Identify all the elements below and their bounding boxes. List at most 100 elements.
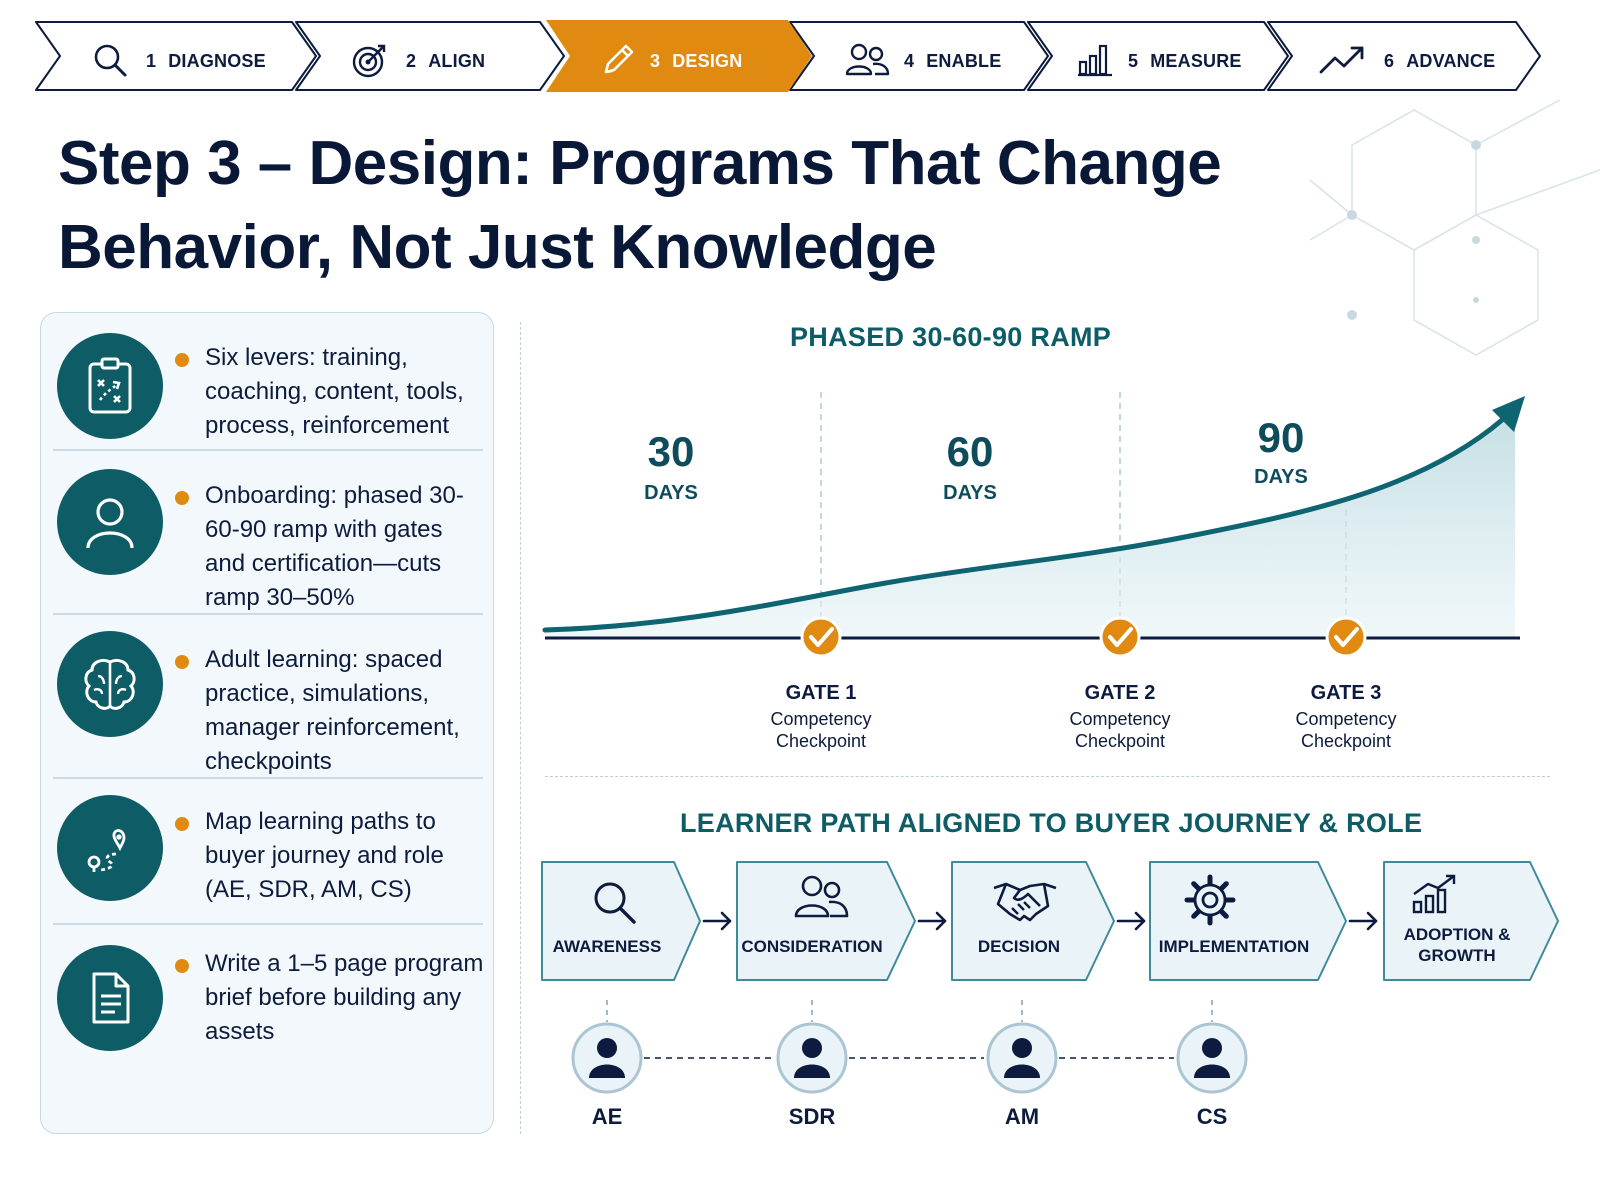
step-2-number: 2: [406, 51, 417, 71]
lever-text: Adult learning: spaced practice, simulat…: [205, 646, 460, 775]
lever-item: Six levers: training, coaching, content,…: [53, 323, 483, 463]
role-label-ae: AE: [591, 1104, 623, 1129]
stage-arrow: [1116, 911, 1146, 931]
document-icon: [92, 972, 130, 1024]
phase-90-number: 90: [1257, 414, 1305, 461]
lever-item: Write a 1–5 page program brief before bu…: [53, 933, 483, 1103]
step-4-number: 4: [904, 51, 915, 71]
trend-up-icon: [1319, 46, 1364, 74]
learner-path-title: LEARNER PATH ALIGNED TO BUYER JOURNEY & …: [680, 808, 1423, 838]
step-chevron-3: [546, 20, 812, 92]
bar-chart-icon: [1078, 44, 1112, 77]
gate-1-line-1: Competency: [770, 709, 872, 729]
route-map-icon: [87, 829, 126, 872]
ramp-curve: [542, 417, 1505, 633]
stage-arrow: [917, 911, 947, 931]
role-avatar-sdr: [776, 1022, 848, 1094]
role-avatar-am: [986, 1022, 1058, 1094]
step-progress-bar: 1 DIAGNOSE 2 ALIGN 3 DESIGN 4 ENABLE 5 MEASUR…: [0, 0, 1600, 110]
stage-label-decision-line-1: DECISION: [977, 937, 1061, 956]
ramp-chart: [542, 392, 1525, 658]
gate-2-subtitle: Competency Checkpoint: [1040, 708, 1200, 752]
stage-arrow: [1348, 911, 1378, 931]
step-chevrons: [35, 20, 1541, 92]
step-chevron-2: [295, 21, 565, 91]
role-label-am: AM: [1004, 1104, 1040, 1129]
lever-divider: [53, 449, 483, 451]
gate-2-title: GATE 2: [1084, 682, 1156, 704]
stage-chevron-awareness: [541, 861, 701, 981]
stage-label-consideration-line-1: CONSIDERATION: [741, 937, 883, 956]
search-icon: [594, 882, 636, 924]
handshake-icon: [993, 882, 1057, 922]
gate-3-subtitle: Competency Checkpoint: [1266, 708, 1426, 752]
page-title: Step 3 – Design: Programs That Change Be…: [58, 122, 1308, 290]
step-5-number: 5: [1128, 51, 1139, 71]
target-icon: [352, 44, 386, 78]
lever-item: Onboarding: phased 30-60-90 ramp with ga…: [53, 463, 483, 623]
step-4-name: ENABLE: [926, 51, 1002, 71]
stage-label-decision: DECISION: [952, 936, 1086, 957]
phase-60-number: 60: [946, 428, 994, 475]
step-2-label[interactable]: 2 ALIGN: [406, 46, 485, 76]
pencil-icon: [604, 44, 634, 74]
lever-text: Map learning paths to buyer journey and …: [205, 808, 444, 903]
ramp-arrowhead: [1492, 396, 1525, 432]
step-chevron-6: [1267, 21, 1541, 91]
role-avatar-cs: [1176, 1022, 1248, 1094]
bullet-dot: [175, 353, 189, 367]
lever-divider: [53, 613, 483, 615]
stage-chevron-consideration: [736, 861, 916, 981]
lever-text: Write a 1–5 page program brief before bu…: [205, 950, 484, 1045]
step-3-number: 3: [650, 51, 661, 71]
lever-icon-badge: [57, 469, 163, 575]
lever-icon-badge: [57, 945, 163, 1051]
phase-30-number: 30: [647, 428, 695, 475]
gate-3-line-2: Checkpoint: [1300, 731, 1392, 751]
stage-label-adoption-line-1: ADOPTION &: [1403, 925, 1511, 944]
bullet-dot: [175, 655, 189, 669]
levers-panel: Six levers: training, coaching, content,…: [40, 312, 494, 1134]
stage-label-adoption-line-2: GROWTH: [1418, 946, 1496, 965]
stage-label-adoption: ADOPTION & GROWTH: [1384, 924, 1530, 966]
page-title-line-2: Behavior, Not Just Knowledge: [58, 213, 937, 282]
stage-label-consideration: CONSIDERATION: [737, 936, 887, 957]
step-6-label[interactable]: 6 ADVANCE: [1384, 46, 1495, 76]
lever-icon-badge: [57, 631, 163, 737]
ramp-title: PHASED 30-60-90 RAMP: [790, 322, 1112, 352]
stage-label-awareness-line-1: AWARENESS: [552, 937, 662, 956]
bullet-dot: [175, 959, 189, 973]
section-divider: [545, 776, 1550, 777]
stage-label-awareness: AWARENESS: [542, 936, 672, 957]
step-5-name: MEASURE: [1150, 51, 1242, 71]
search-icon: [94, 44, 127, 77]
phase-30-unit: DAYS: [644, 482, 698, 504]
stage-chevron-implementation: [1149, 861, 1347, 981]
hexagon-network-decoration: [1310, 100, 1600, 356]
bullet-dot: [175, 491, 189, 505]
step-5-label[interactable]: 5 MEASURE: [1128, 46, 1242, 76]
step-4-label[interactable]: 4 ENABLE: [904, 46, 1001, 76]
step-1-label[interactable]: 1 DIAGNOSE: [146, 46, 266, 76]
step-2-name: ALIGN: [428, 51, 486, 71]
brain-icon: [84, 658, 136, 710]
step-3-label[interactable]: 3 DESIGN: [650, 46, 742, 76]
role-connectors: [571, 1000, 1248, 1094]
role-avatar-ae: [571, 1022, 643, 1094]
lever-text: Onboarding: phased 30-60-90 ramp with ga…: [205, 482, 464, 611]
people-icon: [845, 43, 890, 76]
gear-icon: [1184, 874, 1236, 926]
gate-1-title: GATE 1: [785, 682, 857, 704]
lever-item: Map learning paths to buyer journey and …: [53, 787, 483, 927]
lever-item: Adult learning: spaced practice, simulat…: [53, 625, 483, 785]
stage-label-implementation: IMPLEMENTATION: [1150, 936, 1318, 957]
step-6-number: 6: [1384, 51, 1395, 71]
lever-text: Six levers: training, coaching, content,…: [205, 344, 464, 439]
gate-1-subtitle: Competency Checkpoint: [741, 708, 901, 752]
step-6-name: ADVANCE: [1406, 51, 1496, 71]
growth-chart-icon: [1412, 874, 1456, 914]
stage-arrow: [702, 911, 732, 931]
lever-divider: [53, 777, 483, 779]
lever-icon-badge: [57, 333, 163, 439]
phase-90-unit: DAYS: [1254, 466, 1308, 488]
